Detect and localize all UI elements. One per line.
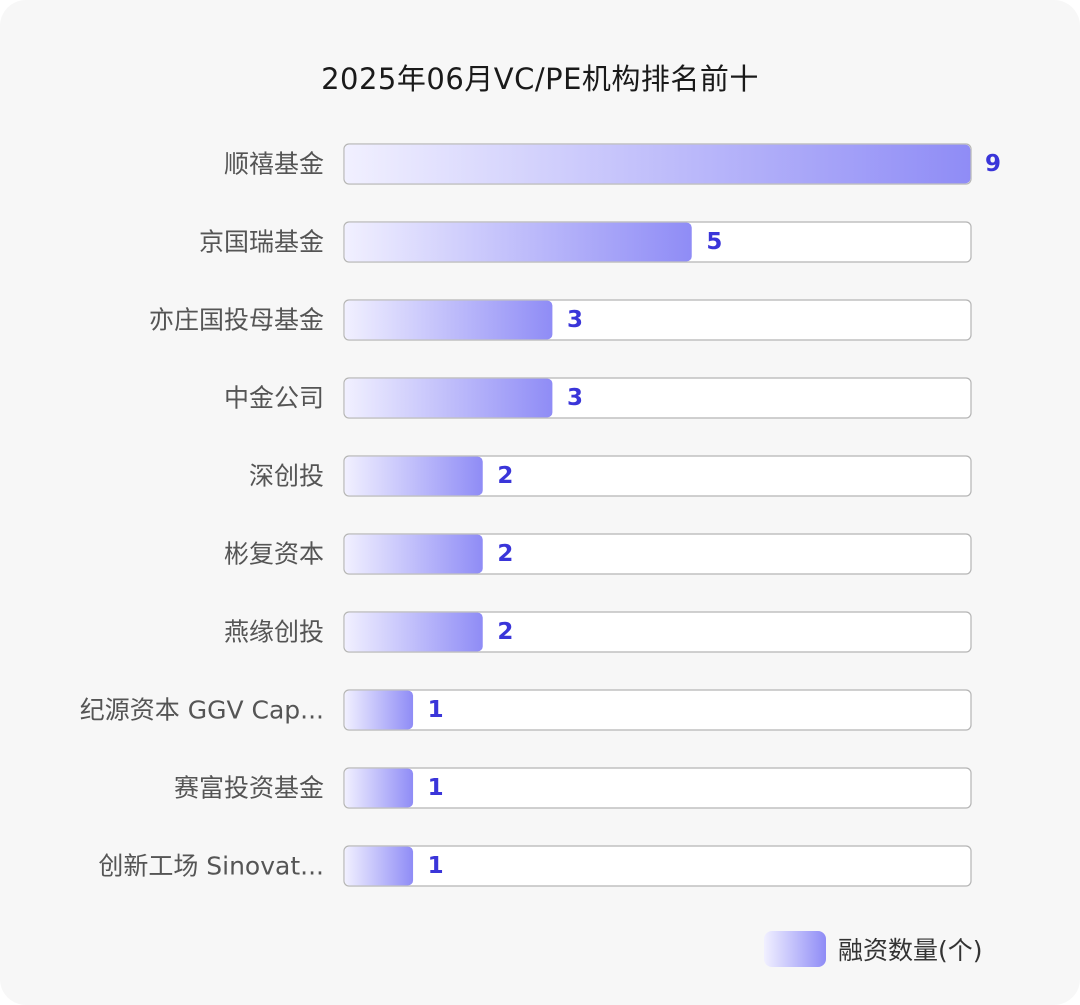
legend: 融资数量(个) [764, 929, 983, 969]
bar [344, 378, 553, 418]
bar-row: 燕缘创投 2 [224, 611, 972, 653]
bar-track [343, 611, 972, 653]
bar-track [343, 533, 972, 575]
value-label: 2 [497, 541, 513, 567]
value-label: 5 [706, 229, 722, 255]
bar-row: 亦庄国投母基金 3 [149, 299, 972, 341]
bar-row: 深创投 2 [249, 455, 972, 497]
value-label: 2 [497, 619, 513, 645]
value-label: 2 [497, 463, 513, 489]
category-label: 中金公司 [224, 384, 324, 413]
bar-track [343, 455, 972, 497]
bar-row: 赛富投资基金 1 [174, 767, 972, 809]
bar-row: 中金公司 3 [224, 377, 972, 419]
bar [344, 612, 483, 652]
bar-track [343, 689, 972, 731]
category-label: 燕缘创投 [224, 618, 324, 647]
bar [344, 300, 553, 340]
value-label: 1 [428, 775, 444, 801]
value-label: 3 [567, 385, 583, 411]
bars-layer: 顺禧基金 9 京国瑞基金 5 亦庄国投母基金 3 中金公司 3 深创投 2 彬复资本 2 燕缘创投 2 纪源… [80, 143, 1001, 887]
bar-track [343, 845, 972, 887]
value-label: 3 [567, 307, 583, 333]
bar [344, 222, 692, 262]
legend-label: 融资数量(个) [838, 936, 983, 965]
bar [344, 768, 414, 808]
bar [344, 534, 483, 574]
bar [344, 690, 414, 730]
category-label: 赛富投资基金 [174, 774, 324, 803]
category-label: 顺禧基金 [224, 150, 324, 179]
value-label: 1 [428, 697, 444, 723]
category-label: 京国瑞基金 [199, 228, 324, 257]
category-label: 深创投 [249, 462, 324, 491]
category-label: 亦庄国投母基金 [149, 306, 324, 335]
bar-row: 彬复资本 2 [224, 533, 972, 575]
value-label: 1 [428, 853, 444, 879]
bar [344, 846, 414, 886]
bar-row: 顺禧基金 9 [224, 143, 1001, 185]
bar-track [343, 767, 972, 809]
bar-row: 创新工场 Sinovat... 1 [98, 845, 972, 887]
bar-row: 纪源资本 GGV Cap... 1 [80, 689, 972, 731]
bar [344, 144, 971, 184]
category-label: 纪源资本 GGV Cap... [80, 696, 324, 725]
legend-swatch [764, 931, 826, 967]
category-label: 创新工场 Sinovat... [98, 852, 324, 881]
category-label: 彬复资本 [224, 540, 324, 569]
bar-row: 京国瑞基金 5 [199, 221, 972, 263]
bar [344, 456, 483, 496]
value-label: 9 [985, 151, 1001, 177]
chart-title: 2025年06月VC/PE机构排名前十 [321, 62, 759, 96]
